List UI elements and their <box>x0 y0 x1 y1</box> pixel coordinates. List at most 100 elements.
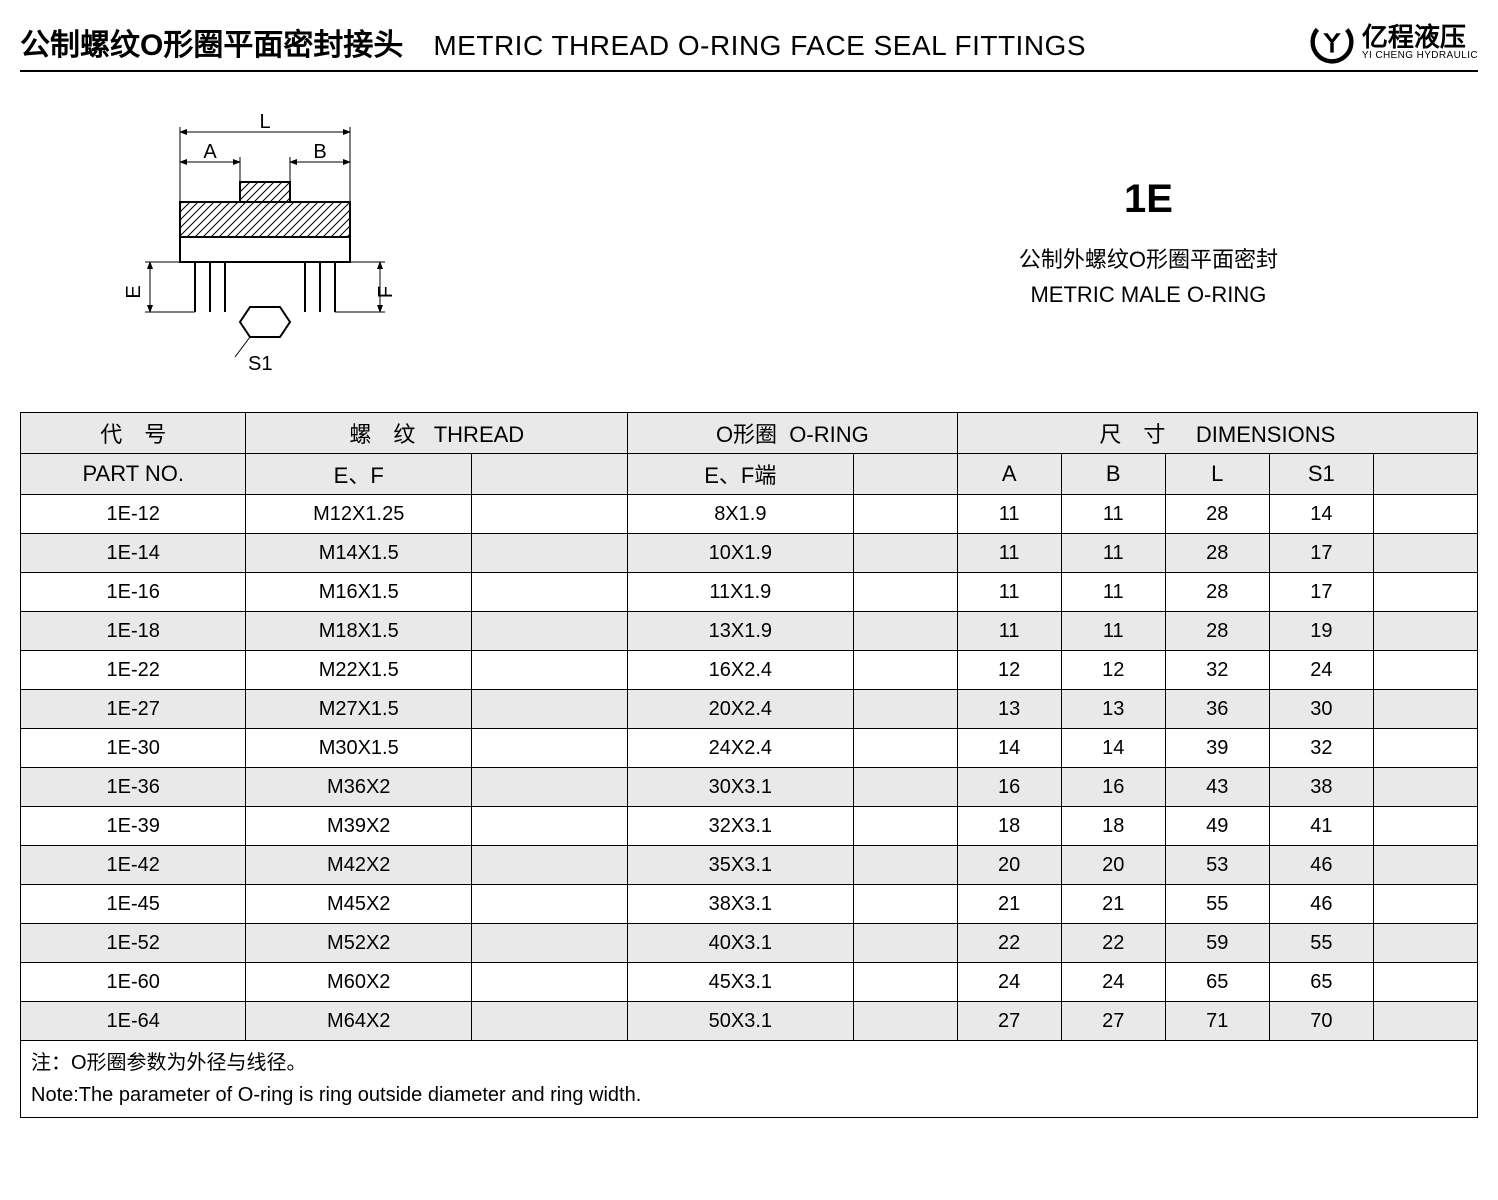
table-cell: 11 <box>957 534 1061 573</box>
table-cell: M22X1.5 <box>246 651 471 690</box>
table-cell: 1E-39 <box>21 807 246 846</box>
product-desc-en: METRIC MALE O-RING <box>1019 282 1278 308</box>
hdr-ef: E、F <box>246 454 471 495</box>
table-row: 1E-52M52X240X3.122225955 <box>21 924 1478 963</box>
table-cell <box>1373 690 1477 729</box>
dim-label-E: E <box>123 285 145 298</box>
hdr-partno-en: PART NO. <box>21 454 246 495</box>
table-cell: M45X2 <box>246 885 471 924</box>
table-cell: M27X1.5 <box>246 690 471 729</box>
table-cell: 24 <box>1269 651 1373 690</box>
table-cell: 30X3.1 <box>628 768 853 807</box>
table-cell: 10X1.9 <box>628 534 853 573</box>
hdr-partno-cn: 代 号 <box>21 413 246 454</box>
table-cell: 21 <box>1061 885 1165 924</box>
table-cell: M42X2 <box>246 846 471 885</box>
table-cell: 35X3.1 <box>628 846 853 885</box>
table-cell: 59 <box>1165 924 1269 963</box>
table-cell: M36X2 <box>246 768 471 807</box>
table-cell: 22 <box>1061 924 1165 963</box>
product-code: 1E <box>1019 177 1278 222</box>
table-cell: 11 <box>957 573 1061 612</box>
table-cell: 24 <box>957 963 1061 1002</box>
hdr-ef-end: E、F端 <box>628 454 853 495</box>
table-cell <box>853 807 957 846</box>
table-cell <box>1373 768 1477 807</box>
hdr-L: L <box>1165 454 1269 495</box>
table-cell: M30X1.5 <box>246 729 471 768</box>
header-titles: 公制螺纹O形圈平面密封接头 METRIC THREAD O-RING FACE … <box>20 20 1086 64</box>
table-cell: 11X1.9 <box>628 573 853 612</box>
table-cell <box>471 612 627 651</box>
table-cell: M14X1.5 <box>246 534 471 573</box>
table-cell <box>853 690 957 729</box>
hdr-A: A <box>957 454 1061 495</box>
table-cell: 28 <box>1165 534 1269 573</box>
spec-table-body: 1E-12M12X1.258X1.9111128141E-14M14X1.510… <box>21 495 1478 1041</box>
table-cell: 1E-52 <box>21 924 246 963</box>
brand-logo: 亿程液压 YI CHENG HYDRAULIC <box>1310 20 1478 64</box>
hdr-blank3 <box>1373 454 1477 495</box>
dim-label-S1: S1 <box>248 353 272 372</box>
table-cell: 55 <box>1269 924 1373 963</box>
table-cell: 28 <box>1165 495 1269 534</box>
table-cell <box>471 963 627 1002</box>
table-cell: 46 <box>1269 846 1373 885</box>
table-row: 1E-16M16X1.511X1.911112817 <box>21 573 1478 612</box>
table-cell <box>471 768 627 807</box>
table-cell <box>471 534 627 573</box>
table-cell: 1E-30 <box>21 729 246 768</box>
technical-drawing: L A B E F S1 <box>120 112 400 372</box>
table-cell <box>1373 807 1477 846</box>
brand-name-cn: 亿程液压 <box>1362 24 1478 50</box>
note-row: 注：O形圈参数为外径与线径。 Note:The parameter of O-r… <box>21 1041 1478 1118</box>
table-cell: 11 <box>957 495 1061 534</box>
table-cell: 1E-60 <box>21 963 246 1002</box>
table-cell <box>1373 924 1477 963</box>
hdr-blank2 <box>853 454 957 495</box>
table-row: 1E-12M12X1.258X1.911112814 <box>21 495 1478 534</box>
hdr-oring-cn: O形圈 <box>716 422 777 447</box>
table-cell: 1E-22 <box>21 651 246 690</box>
table-cell: 24 <box>1061 963 1165 1002</box>
table-cell: 1E-16 <box>21 573 246 612</box>
table-cell: 32 <box>1165 651 1269 690</box>
product-desc-cn: 公制外螺纹O形圈平面密封 <box>1019 242 1278 274</box>
table-cell <box>471 573 627 612</box>
table-row: 1E-14M14X1.510X1.911112817 <box>21 534 1478 573</box>
table-row: 1E-27M27X1.520X2.413133630 <box>21 690 1478 729</box>
table-cell: 16 <box>957 768 1061 807</box>
table-cell: 1E-42 <box>21 846 246 885</box>
table-cell: 43 <box>1165 768 1269 807</box>
table-cell: 20 <box>957 846 1061 885</box>
table-row: 1E-30M30X1.524X2.414143932 <box>21 729 1478 768</box>
dim-label-B: B <box>313 141 326 163</box>
title-en: METRIC THREAD O-RING FACE SEAL FITTINGS <box>433 30 1086 62</box>
table-cell: 53 <box>1165 846 1269 885</box>
table-cell <box>1373 885 1477 924</box>
table-cell <box>853 729 957 768</box>
table-cell: M60X2 <box>246 963 471 1002</box>
table-row: 1E-42M42X235X3.120205346 <box>21 846 1478 885</box>
hdr-oring-en: O-RING <box>789 422 868 447</box>
hdr-S1: S1 <box>1269 454 1373 495</box>
table-cell: 13 <box>1061 690 1165 729</box>
table-cell <box>853 495 957 534</box>
table-cell <box>471 690 627 729</box>
table-cell <box>1373 846 1477 885</box>
table-cell: 11 <box>1061 612 1165 651</box>
table-cell: 14 <box>1061 729 1165 768</box>
table-cell: 55 <box>1165 885 1269 924</box>
table-cell: 36 <box>1165 690 1269 729</box>
table-cell: 71 <box>1165 1002 1269 1041</box>
brand-name-en: YI CHENG HYDRAULIC <box>1362 50 1478 61</box>
table-cell: M18X1.5 <box>246 612 471 651</box>
note-en: Note:The parameter of O-ring is ring out… <box>31 1084 641 1106</box>
table-cell: 13 <box>957 690 1061 729</box>
table-cell: 17 <box>1269 573 1373 612</box>
table-cell: 27 <box>957 1002 1061 1041</box>
table-cell: M12X1.25 <box>246 495 471 534</box>
table-cell <box>1373 612 1477 651</box>
table-cell: 1E-45 <box>21 885 246 924</box>
logo-icon <box>1310 20 1354 64</box>
